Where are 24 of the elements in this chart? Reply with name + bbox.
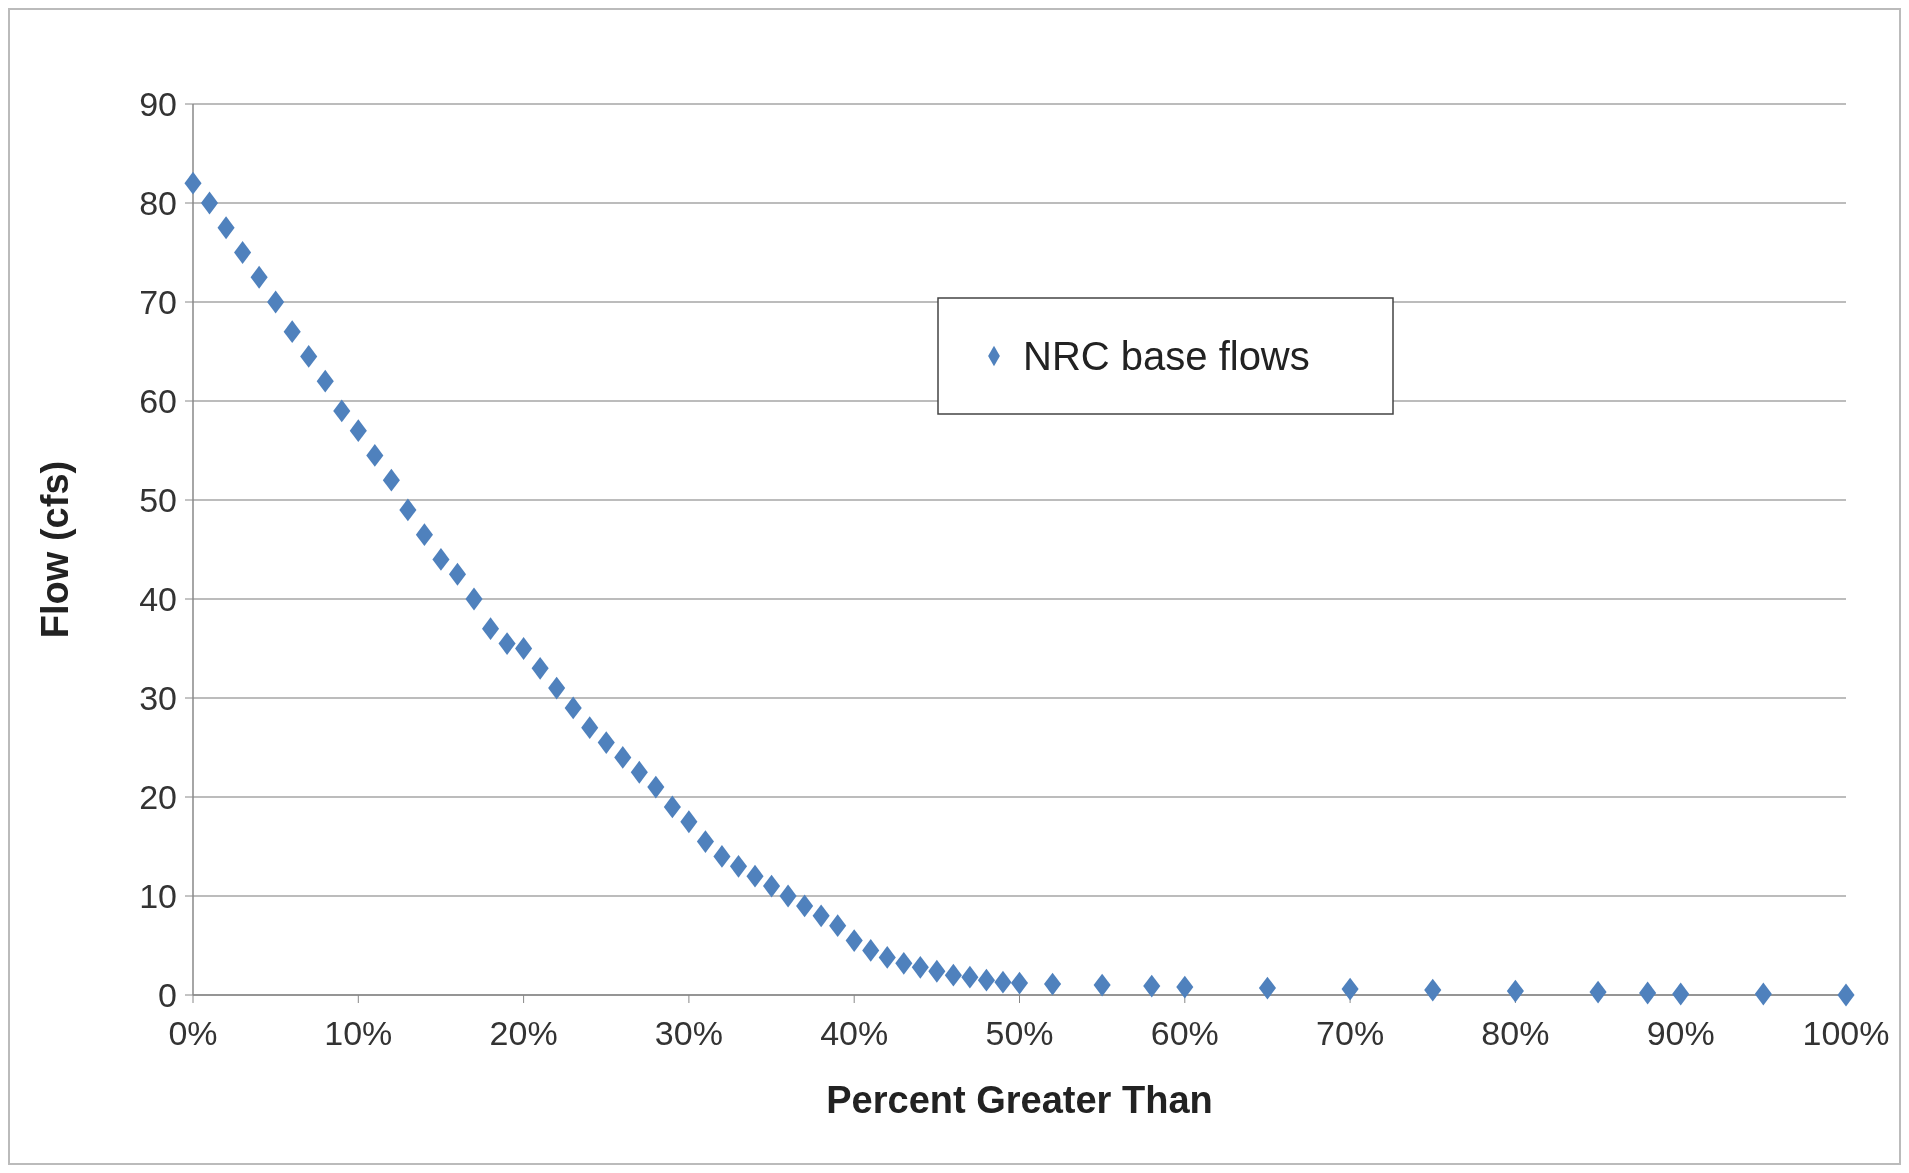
y-tick-label: 0 [158,975,177,1014]
x-tick-label: 60% [1150,1014,1219,1052]
y-tick-label: 60 [139,381,177,420]
x-tick-label: 100% [1802,1014,1890,1052]
x-tick-label: 50% [985,1014,1054,1052]
x-tick-label: 30% [654,1014,723,1052]
y-tick-label: 20 [139,777,177,816]
x-tick-label: 10% [324,1014,393,1052]
x-tick-label: 80% [1481,1014,1550,1052]
x-tick-label: 0% [168,1014,218,1052]
y-tick-label: 90 [139,84,177,123]
y-axis-title: Flow (cfs) [34,460,76,639]
x-axis-title: Percent Greater Than [826,1079,1213,1121]
x-tick-label: 20% [489,1014,558,1052]
y-tick-label: 40 [139,579,177,618]
legend-label: NRC base flows [1023,334,1310,378]
x-tick-label: 40% [820,1014,889,1052]
y-tick-label: 30 [139,678,177,717]
x-tick-label: 90% [1646,1014,1715,1052]
y-tick-label: 50 [139,480,177,519]
y-tick-label: 70 [139,282,177,321]
y-tick-label: 80 [139,183,177,222]
x-tick-label: 70% [1316,1014,1385,1052]
y-tick-label: 10 [139,876,177,915]
